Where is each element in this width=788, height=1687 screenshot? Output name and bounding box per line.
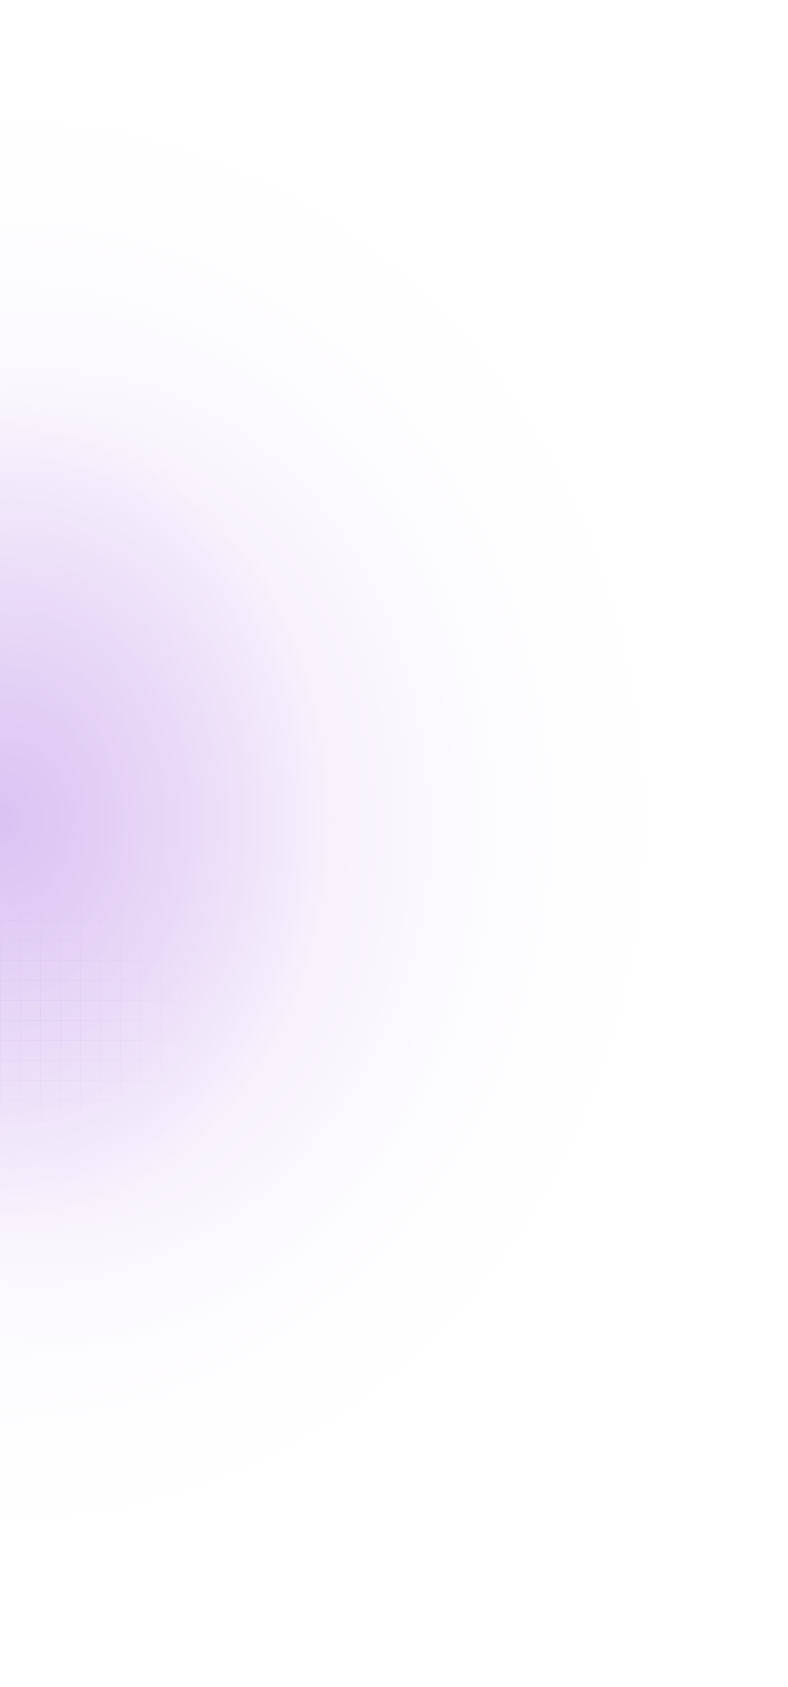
- background-grid: [0, 900, 200, 1160]
